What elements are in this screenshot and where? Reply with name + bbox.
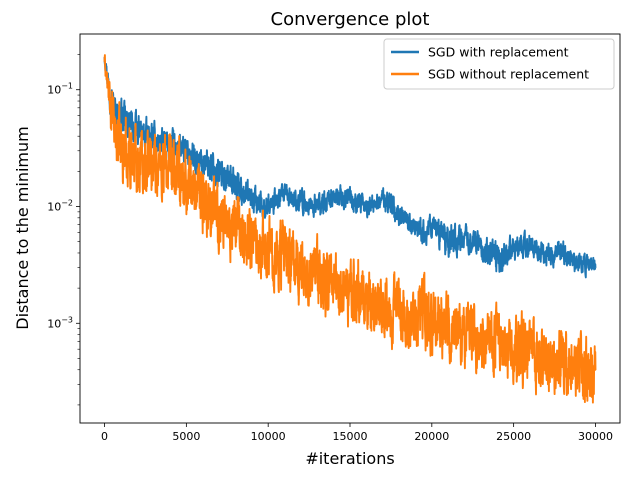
x-tick-label: 25000 (496, 430, 531, 443)
x-tick-label: 20000 (414, 430, 449, 443)
series-layer (103, 54, 597, 404)
x-tick-label: 5000 (172, 430, 200, 443)
y-axis-label: Distance to the minimum (13, 126, 32, 329)
legend-label-with-replacement: SGD with replacement (428, 45, 569, 60)
y-tick-label: 10−2 (47, 199, 73, 214)
series-line (103, 57, 597, 279)
legend: SGD with replacement SGD without replace… (383, 38, 615, 90)
y-tick-label: 10−3 (47, 315, 73, 330)
chart-title: Convergence plot (271, 9, 430, 30)
x-tick-label: 10000 (251, 430, 286, 443)
x-tick-label: 0 (101, 430, 108, 443)
x-axis: 0 5000 10000 15000 20000 25000 30000 (101, 423, 613, 443)
x-tick-label: 30000 (578, 430, 613, 443)
x-axis-label: #iterations (305, 449, 394, 468)
legend-box (383, 38, 615, 90)
legend-label-without-replacement: SGD without replacement (428, 67, 589, 82)
y-tick-label: 10−1 (47, 82, 73, 97)
series-line (103, 54, 597, 404)
x-tick-label: 15000 (333, 430, 368, 443)
y-axis: 10−3 10−2 10−1 (47, 54, 80, 406)
